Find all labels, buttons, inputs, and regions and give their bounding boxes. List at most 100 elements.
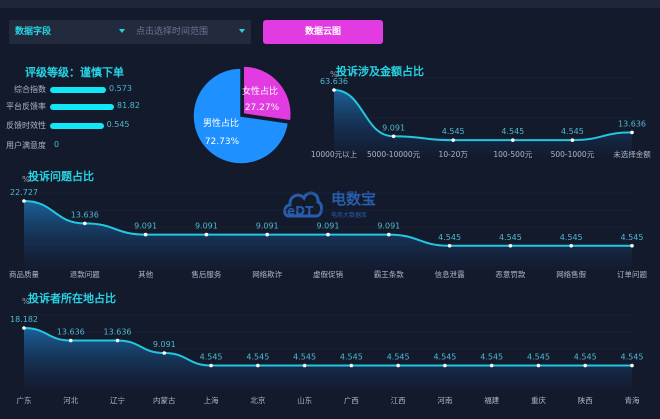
x-tick-label: 10-20万 [439, 150, 469, 159]
x-tick-label: 100-500元 [493, 150, 532, 159]
rating-label: 用户满意度 [6, 141, 46, 150]
watermark-logo-text: eDT [287, 204, 314, 218]
watermark-sub: 电商大数据库 [331, 212, 368, 219]
data-label: 63.636 [320, 77, 348, 86]
chart-title: 投诉涉及金额占比 [336, 64, 424, 78]
data-point[interactable] [536, 363, 541, 368]
data-point[interactable] [332, 88, 336, 92]
data-point[interactable] [443, 363, 447, 368]
watermark: eDT 电数宝 电商大数据库 [283, 186, 393, 226]
data-point[interactable] [256, 363, 260, 368]
rating-row: 综合指数 0.573 [0, 84, 200, 96]
watermark-brand: 电数宝 [331, 190, 377, 208]
chart-title: 投诉者所在地占比 [28, 291, 116, 305]
x-tick-label: 上海 [204, 395, 219, 405]
data-point[interactable] [396, 363, 400, 368]
data-point[interactable] [451, 138, 456, 142]
x-tick-label: 500-1000元 [551, 150, 595, 159]
data-label: 4.545 [433, 353, 456, 362]
data-label: 4.545 [574, 353, 597, 362]
x-tick-label: 江西 [391, 396, 406, 405]
data-point[interactable] [387, 232, 391, 237]
data-point[interactable] [630, 363, 634, 368]
data-label: 4.545 [560, 233, 583, 242]
data-point[interactable] [22, 326, 26, 330]
x-tick-label: 北京 [250, 395, 265, 405]
data-label: 4.545 [501, 127, 524, 136]
data-point[interactable] [83, 221, 87, 226]
data-point[interactable] [349, 363, 354, 368]
data-label: 9.091 [153, 340, 176, 349]
data-point[interactable] [569, 244, 573, 248]
rating-label: 平台反馈率 [6, 102, 46, 111]
data-point[interactable] [68, 338, 73, 343]
pie-label: 男性占比 [203, 117, 239, 129]
data-cloud-button[interactable]: 数据云图 [263, 20, 383, 44]
x-tick-label: 内蒙古 [153, 395, 176, 405]
data-point[interactable] [265, 232, 270, 237]
data-label: 4.545 [200, 353, 223, 362]
pie-slice[interactable] [192, 67, 290, 165]
y-unit: % [22, 297, 30, 306]
rating-row: 平台反馈率 81.82 [0, 101, 200, 113]
x-tick-label: 虚假促销 [313, 269, 343, 279]
x-tick-label: 陕西 [578, 395, 593, 405]
data-point[interactable] [630, 244, 634, 248]
data-label: 9.091 [134, 222, 157, 231]
data-point[interactable] [162, 351, 167, 355]
data-label: 4.545 [442, 127, 465, 136]
data-point[interactable] [209, 363, 213, 368]
x-tick-label: 网络售假 [556, 269, 586, 279]
data-point[interactable] [115, 338, 120, 343]
x-tick-label: 商品质量 [9, 269, 39, 279]
data-label: 4.545 [480, 353, 503, 362]
data-label: 4.545 [499, 233, 522, 242]
data-label: 4.545 [438, 233, 461, 242]
data-point[interactable] [22, 199, 26, 203]
rating-value: 0.545 [106, 120, 130, 129]
rating-bar [50, 123, 104, 129]
data-point[interactable] [391, 134, 396, 139]
x-tick-label: 河北 [63, 396, 78, 405]
x-tick-label: 山东 [297, 395, 312, 405]
rating-row: 用户满意度 0 [0, 140, 200, 152]
filter-bar: 数据字段 点击选择时间范围 [9, 20, 251, 44]
data-point[interactable] [204, 232, 209, 237]
x-tick-label: 其他 [138, 269, 153, 279]
time-range-input[interactable]: 点击选择时间范围 [136, 27, 209, 37]
x-tick-label: 订单问题 [617, 269, 647, 279]
data-label: 4.545 [621, 353, 644, 362]
x-tick-label: 恶意罚款 [495, 269, 525, 279]
y-unit: % [22, 175, 30, 184]
x-tick-label: 福建 [484, 395, 499, 405]
data-point[interactable] [489, 363, 494, 368]
data-point[interactable] [583, 363, 588, 368]
data-label: 9.091 [256, 222, 279, 231]
chevron-down-icon[interactable] [119, 29, 125, 33]
chevron-down-icon[interactable] [239, 29, 245, 33]
data-point[interactable] [508, 244, 513, 248]
cloud-logo-icon [283, 191, 323, 218]
data-point[interactable] [630, 130, 634, 135]
field-select[interactable]: 数据字段 [15, 27, 52, 37]
rating-value: 0.573 [109, 84, 132, 93]
data-point[interactable] [326, 232, 330, 237]
x-tick-label: 售后服务 [191, 269, 221, 279]
data-label: 4.545 [621, 233, 644, 242]
data-point[interactable] [302, 363, 307, 368]
data-label: 18.182 [10, 315, 38, 324]
x-tick-label: 广东 [17, 395, 32, 405]
x-tick-label: 河南 [437, 395, 452, 405]
data-point[interactable] [143, 232, 148, 237]
data-point[interactable] [511, 138, 515, 142]
data-point[interactable] [570, 138, 575, 142]
data-point[interactable] [447, 244, 452, 248]
data-label: 4.545 [246, 353, 269, 362]
pie-slice[interactable] [242, 65, 292, 122]
data-label: 13.636 [57, 328, 85, 337]
data-label: 4.545 [527, 353, 550, 362]
x-tick-label: 重庆 [531, 395, 546, 405]
data-label: 4.545 [340, 353, 363, 362]
x-tick-label: 退款问题 [70, 269, 100, 279]
